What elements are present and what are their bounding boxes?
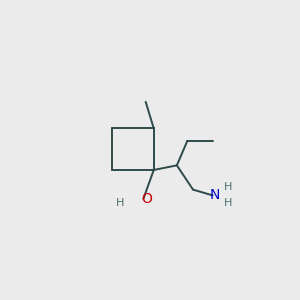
Text: N: N [210, 188, 220, 203]
Text: H: H [116, 199, 124, 208]
Text: H: H [224, 182, 232, 192]
Text: O: O [141, 192, 152, 206]
Text: H: H [224, 199, 232, 208]
